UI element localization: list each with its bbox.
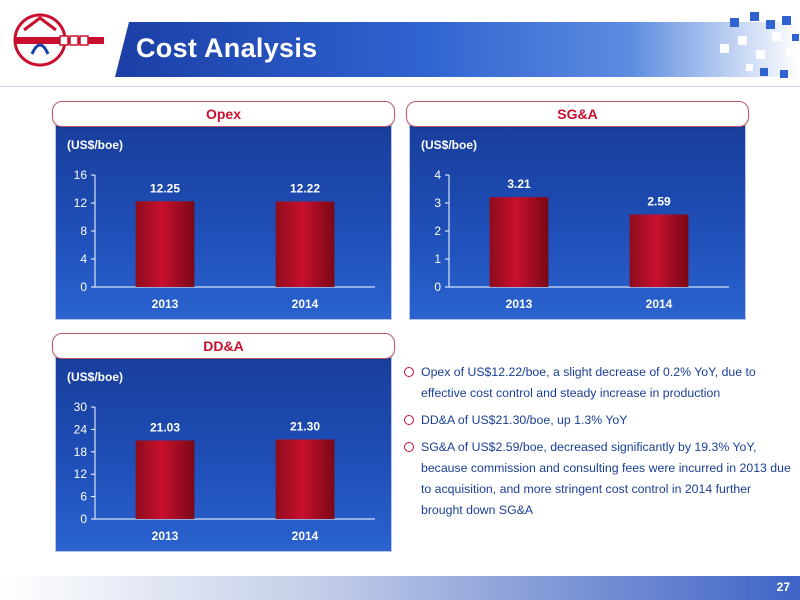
page-number: 27 bbox=[776, 580, 790, 594]
commentary-text: SG&A of US$2.59/boe, decreased significa… bbox=[421, 440, 791, 517]
opex-data-label: 12.22 bbox=[290, 181, 320, 195]
sga-data-label: 2.59 bbox=[647, 194, 671, 208]
dda-y-tick-label: 12 bbox=[74, 467, 88, 481]
circle-bullet-icon bbox=[404, 415, 414, 425]
commentary-text: Opex of US$12.22/boe, a slight decrease … bbox=[421, 365, 756, 400]
sga-bar-2013 bbox=[489, 197, 549, 287]
header-divider bbox=[0, 86, 800, 87]
opex-bar-2014 bbox=[275, 201, 335, 287]
dda-y-tick-label: 24 bbox=[74, 422, 88, 436]
dda-chart-title: DD&A bbox=[52, 333, 395, 359]
page-title: Cost Analysis bbox=[136, 33, 318, 63]
dda-category-label: 2013 bbox=[152, 529, 179, 543]
opex-unit-label: (US$/boe) bbox=[67, 138, 123, 152]
commentary-item: SG&A of US$2.59/boe, decreased significa… bbox=[404, 437, 794, 521]
circle-bullet-icon bbox=[404, 367, 414, 377]
sga-y-tick-label: 3 bbox=[434, 196, 441, 210]
dda-data-label: 21.03 bbox=[150, 420, 180, 434]
dda-category-label: 2014 bbox=[292, 529, 319, 543]
sga-y-tick-label: 1 bbox=[434, 252, 441, 266]
dda-data-label: 21.30 bbox=[290, 419, 320, 433]
commentary-text: DD&A of US$21.30/boe, up 1.3% YoY bbox=[421, 413, 628, 427]
commentary-item: DD&A of US$21.30/boe, up 1.3% YoY bbox=[404, 410, 794, 431]
opex-chart: (US$/boe) 0 4 8 12 16 12.25 2013 12.22 2014 bbox=[67, 138, 375, 311]
sga-category-label: 2014 bbox=[646, 297, 673, 311]
opex-y-tick-label: 0 bbox=[80, 280, 87, 294]
sga-y-tick-label: 0 bbox=[434, 280, 441, 294]
dda-bar-2014 bbox=[275, 439, 335, 519]
opex-bar-2013 bbox=[135, 201, 195, 287]
opex-y-tick-label: 16 bbox=[74, 168, 88, 182]
dda-unit-label: (US$/boe) bbox=[67, 370, 123, 384]
header-pattern-decoration bbox=[720, 12, 799, 78]
sga-bar-2014 bbox=[629, 214, 689, 287]
sga-chart-title: SG&A bbox=[406, 101, 749, 127]
dda-y-tick-label: 18 bbox=[74, 445, 88, 459]
company-logo-icon bbox=[13, 13, 104, 67]
opex-data-label: 12.25 bbox=[150, 181, 180, 195]
dda-y-tick-label: 30 bbox=[74, 400, 88, 414]
dda-y-tick-label: 6 bbox=[80, 490, 87, 504]
opex-category-label: 2013 bbox=[152, 297, 179, 311]
sga-chart: (US$/boe) 0 1 2 3 4 3.21 2013 2.59 2014 bbox=[421, 138, 729, 311]
opex-chart-title: Opex bbox=[52, 101, 395, 127]
opex-chart-panel: Opex (US$/boe) 0 4 8 12 16 12.25 2013 12.22 2014 bbox=[52, 101, 395, 320]
sga-category-label: 2013 bbox=[506, 297, 533, 311]
footer-bar bbox=[0, 576, 800, 600]
sga-data-label: 3.21 bbox=[507, 177, 531, 191]
dda-bar-2013 bbox=[135, 440, 195, 519]
opex-y-tick-label: 4 bbox=[80, 252, 87, 266]
dda-chart-panel: DD&A (US$/boe) 0 6 12 18 24 30 21.03 2013 21.30 20… bbox=[52, 333, 395, 552]
commentary-list: Opex of US$12.22/boe, a slight decrease … bbox=[404, 362, 794, 527]
dda-chart: (US$/boe) 0 6 12 18 24 30 21.03 2013 21.30 2014 bbox=[67, 370, 375, 543]
commentary-item: Opex of US$12.22/boe, a slight decrease … bbox=[404, 362, 794, 404]
opex-y-tick-label: 12 bbox=[74, 196, 88, 210]
opex-y-tick-label: 8 bbox=[80, 224, 87, 238]
opex-category-label: 2014 bbox=[292, 297, 319, 311]
circle-bullet-icon bbox=[404, 442, 414, 452]
company-logo bbox=[10, 10, 105, 70]
sga-chart-panel: SG&A (US$/boe) 0 1 2 3 4 3.21 2013 2.59 2014 bbox=[406, 101, 749, 320]
dda-y-tick-label: 0 bbox=[80, 512, 87, 526]
sga-y-tick-label: 2 bbox=[434, 224, 441, 238]
sga-y-tick-label: 4 bbox=[434, 168, 441, 182]
title-bar bbox=[115, 22, 800, 77]
sga-unit-label: (US$/boe) bbox=[421, 138, 477, 152]
